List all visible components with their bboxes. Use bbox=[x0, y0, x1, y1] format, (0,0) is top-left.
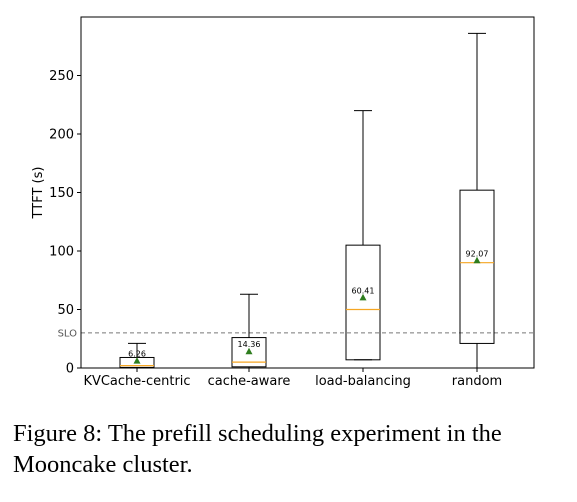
y-tick-label: 150 bbox=[49, 186, 74, 201]
slo-label: SLO bbox=[58, 328, 78, 339]
x-tick-label: KVCache-centric bbox=[83, 374, 190, 389]
plot-frame bbox=[80, 16, 535, 369]
box-iqr bbox=[231, 337, 267, 368]
mean-value-label: 6.26 bbox=[128, 350, 146, 359]
y-tick-label: 250 bbox=[49, 69, 74, 84]
y-axis-label: TTFT (s) bbox=[31, 167, 46, 220]
mean-value-label: 60.41 bbox=[352, 286, 375, 295]
x-tick-label: random bbox=[452, 374, 502, 389]
mean-marker bbox=[359, 293, 367, 301]
mean-marker bbox=[133, 357, 141, 364]
figure-caption: Figure 8: The prefill scheduling experim… bbox=[13, 420, 502, 478]
box-plot-chart: SLO 6.26 14.36 60.41 92.07 0 50 100 150 200 250 KVC… bbox=[31, 16, 535, 389]
y-tick-label: 200 bbox=[49, 128, 74, 143]
y-tick-label: 100 bbox=[49, 245, 74, 260]
mean-marker bbox=[245, 347, 253, 355]
mean-value-label: 92.07 bbox=[466, 249, 489, 258]
mean-marker bbox=[473, 256, 481, 264]
x-tick-label: load-balancing bbox=[315, 374, 411, 389]
mean-value-label: 14.36 bbox=[238, 340, 261, 349]
y-tick-label: 0 bbox=[66, 362, 74, 377]
box-iqr bbox=[459, 189, 495, 344]
box-iqr bbox=[345, 244, 381, 361]
y-tick-label: 50 bbox=[57, 303, 74, 318]
x-tick-label: cache-aware bbox=[208, 374, 291, 389]
